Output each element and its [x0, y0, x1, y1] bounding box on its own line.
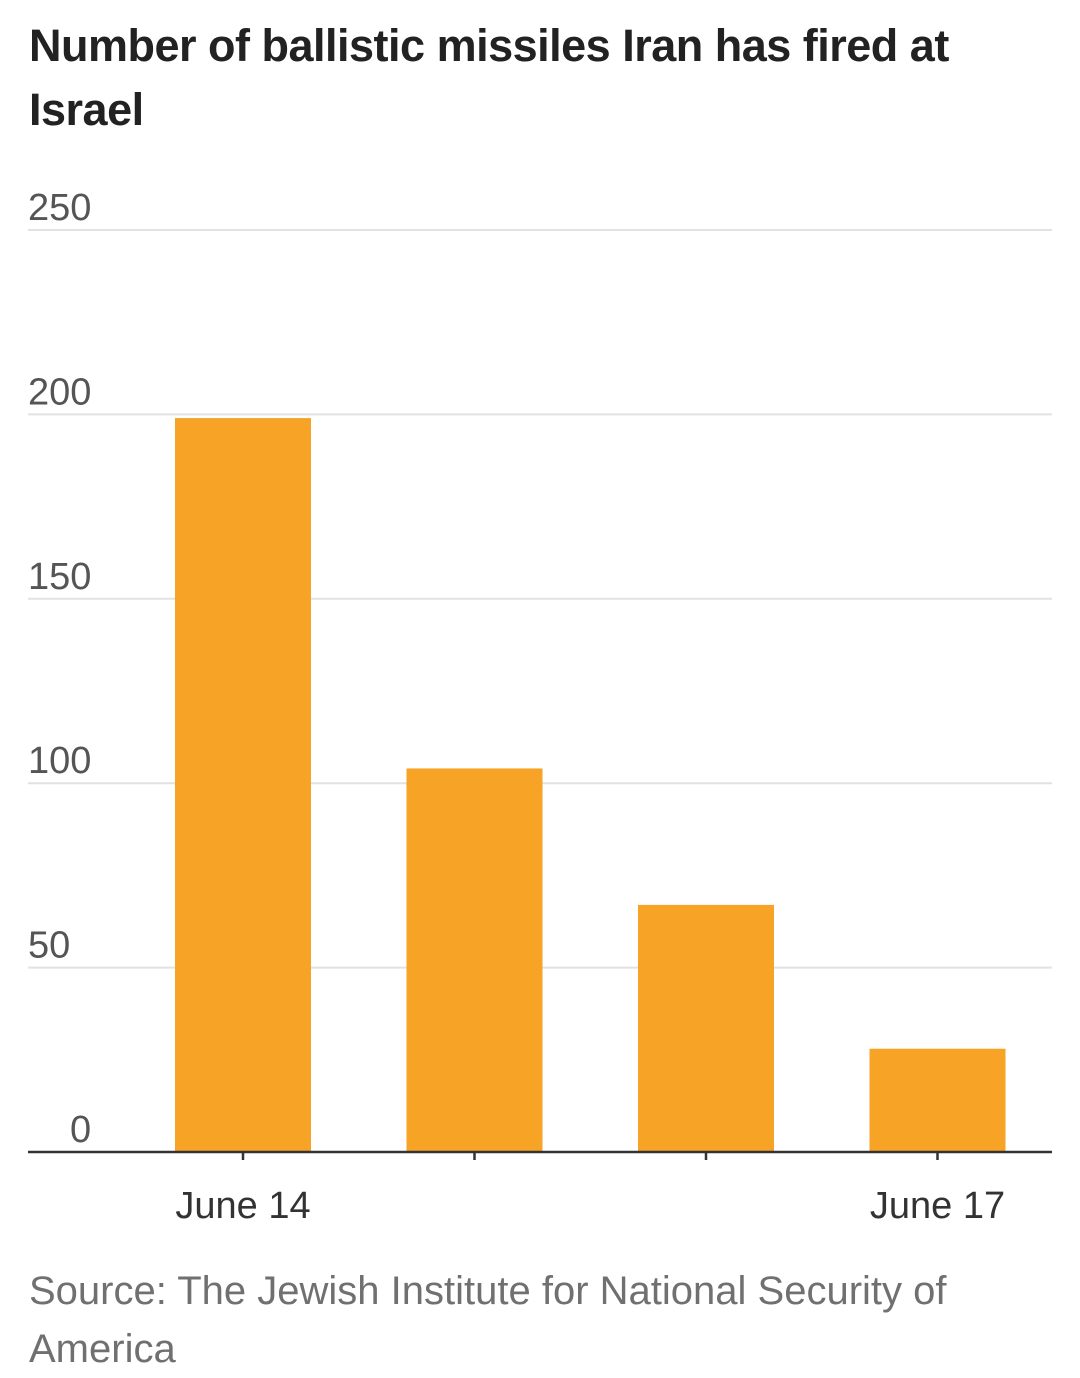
y-tick-label-250: 250: [28, 187, 91, 229]
y-tick-label-150: 150: [28, 556, 91, 598]
bars: [175, 418, 1006, 1152]
bar-2: [406, 768, 543, 1152]
source-note: Source: The Jewish Institute for Nationa…: [29, 1269, 947, 1371]
bar-4: [869, 1048, 1006, 1152]
bar-3: [638, 904, 774, 1152]
y-tick-labels: 0 50 100 150 200 250: [28, 187, 91, 1151]
y-tick-label-100: 100: [28, 740, 91, 782]
bar-1: [175, 418, 311, 1152]
y-tick-label-50: 50: [28, 925, 70, 967]
x-ticks: June 14 June 17: [175, 1152, 1005, 1227]
y-tick-label-200: 200: [28, 371, 91, 413]
x-tick-label-1: June 14: [175, 1185, 310, 1227]
x-tick-label-4: June 17: [870, 1185, 1005, 1227]
y-tick-label-0: 0: [70, 1109, 91, 1151]
chart-title: Number of ballistic missiles Iran has fi…: [29, 20, 949, 135]
